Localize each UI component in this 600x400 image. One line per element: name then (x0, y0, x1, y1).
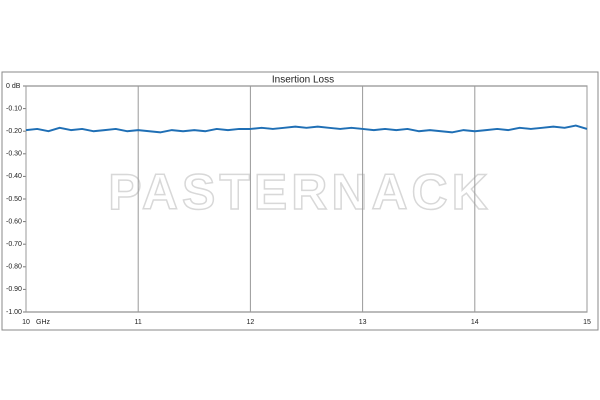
y-tick-label: -0.80 (6, 264, 22, 271)
y-tick-label: -0.90 (6, 286, 22, 293)
y-tick-label: -0.20 (6, 128, 22, 135)
y-tick-label: -0.70 (6, 241, 22, 248)
x-tick-label: 13 (359, 319, 367, 326)
x-tick-label: 12 (247, 319, 255, 326)
y-tick-label: -0.30 (6, 151, 22, 158)
x-tick-label: 15 (583, 319, 591, 326)
y-tick-label: -0.50 (6, 196, 22, 203)
watermark: PASTERNACK (108, 164, 492, 220)
chart-title: Insertion Loss (272, 75, 334, 86)
y-tick-label: -0.40 (6, 173, 22, 180)
y-tick-label: -0.10 (6, 105, 22, 112)
chart-frame (1, 71, 599, 331)
x-axis-label: GHz (36, 319, 51, 326)
y-tick-label: 0 dB (6, 83, 21, 90)
data-line (25, 124, 588, 134)
y-tick-label: -1.00 (6, 309, 22, 316)
x-tick-label: 11 (135, 319, 142, 326)
y-tick-label: -0.60 (6, 218, 22, 225)
x-tick-label: 14 (471, 319, 479, 326)
x-tick-label: 10 (22, 319, 30, 326)
